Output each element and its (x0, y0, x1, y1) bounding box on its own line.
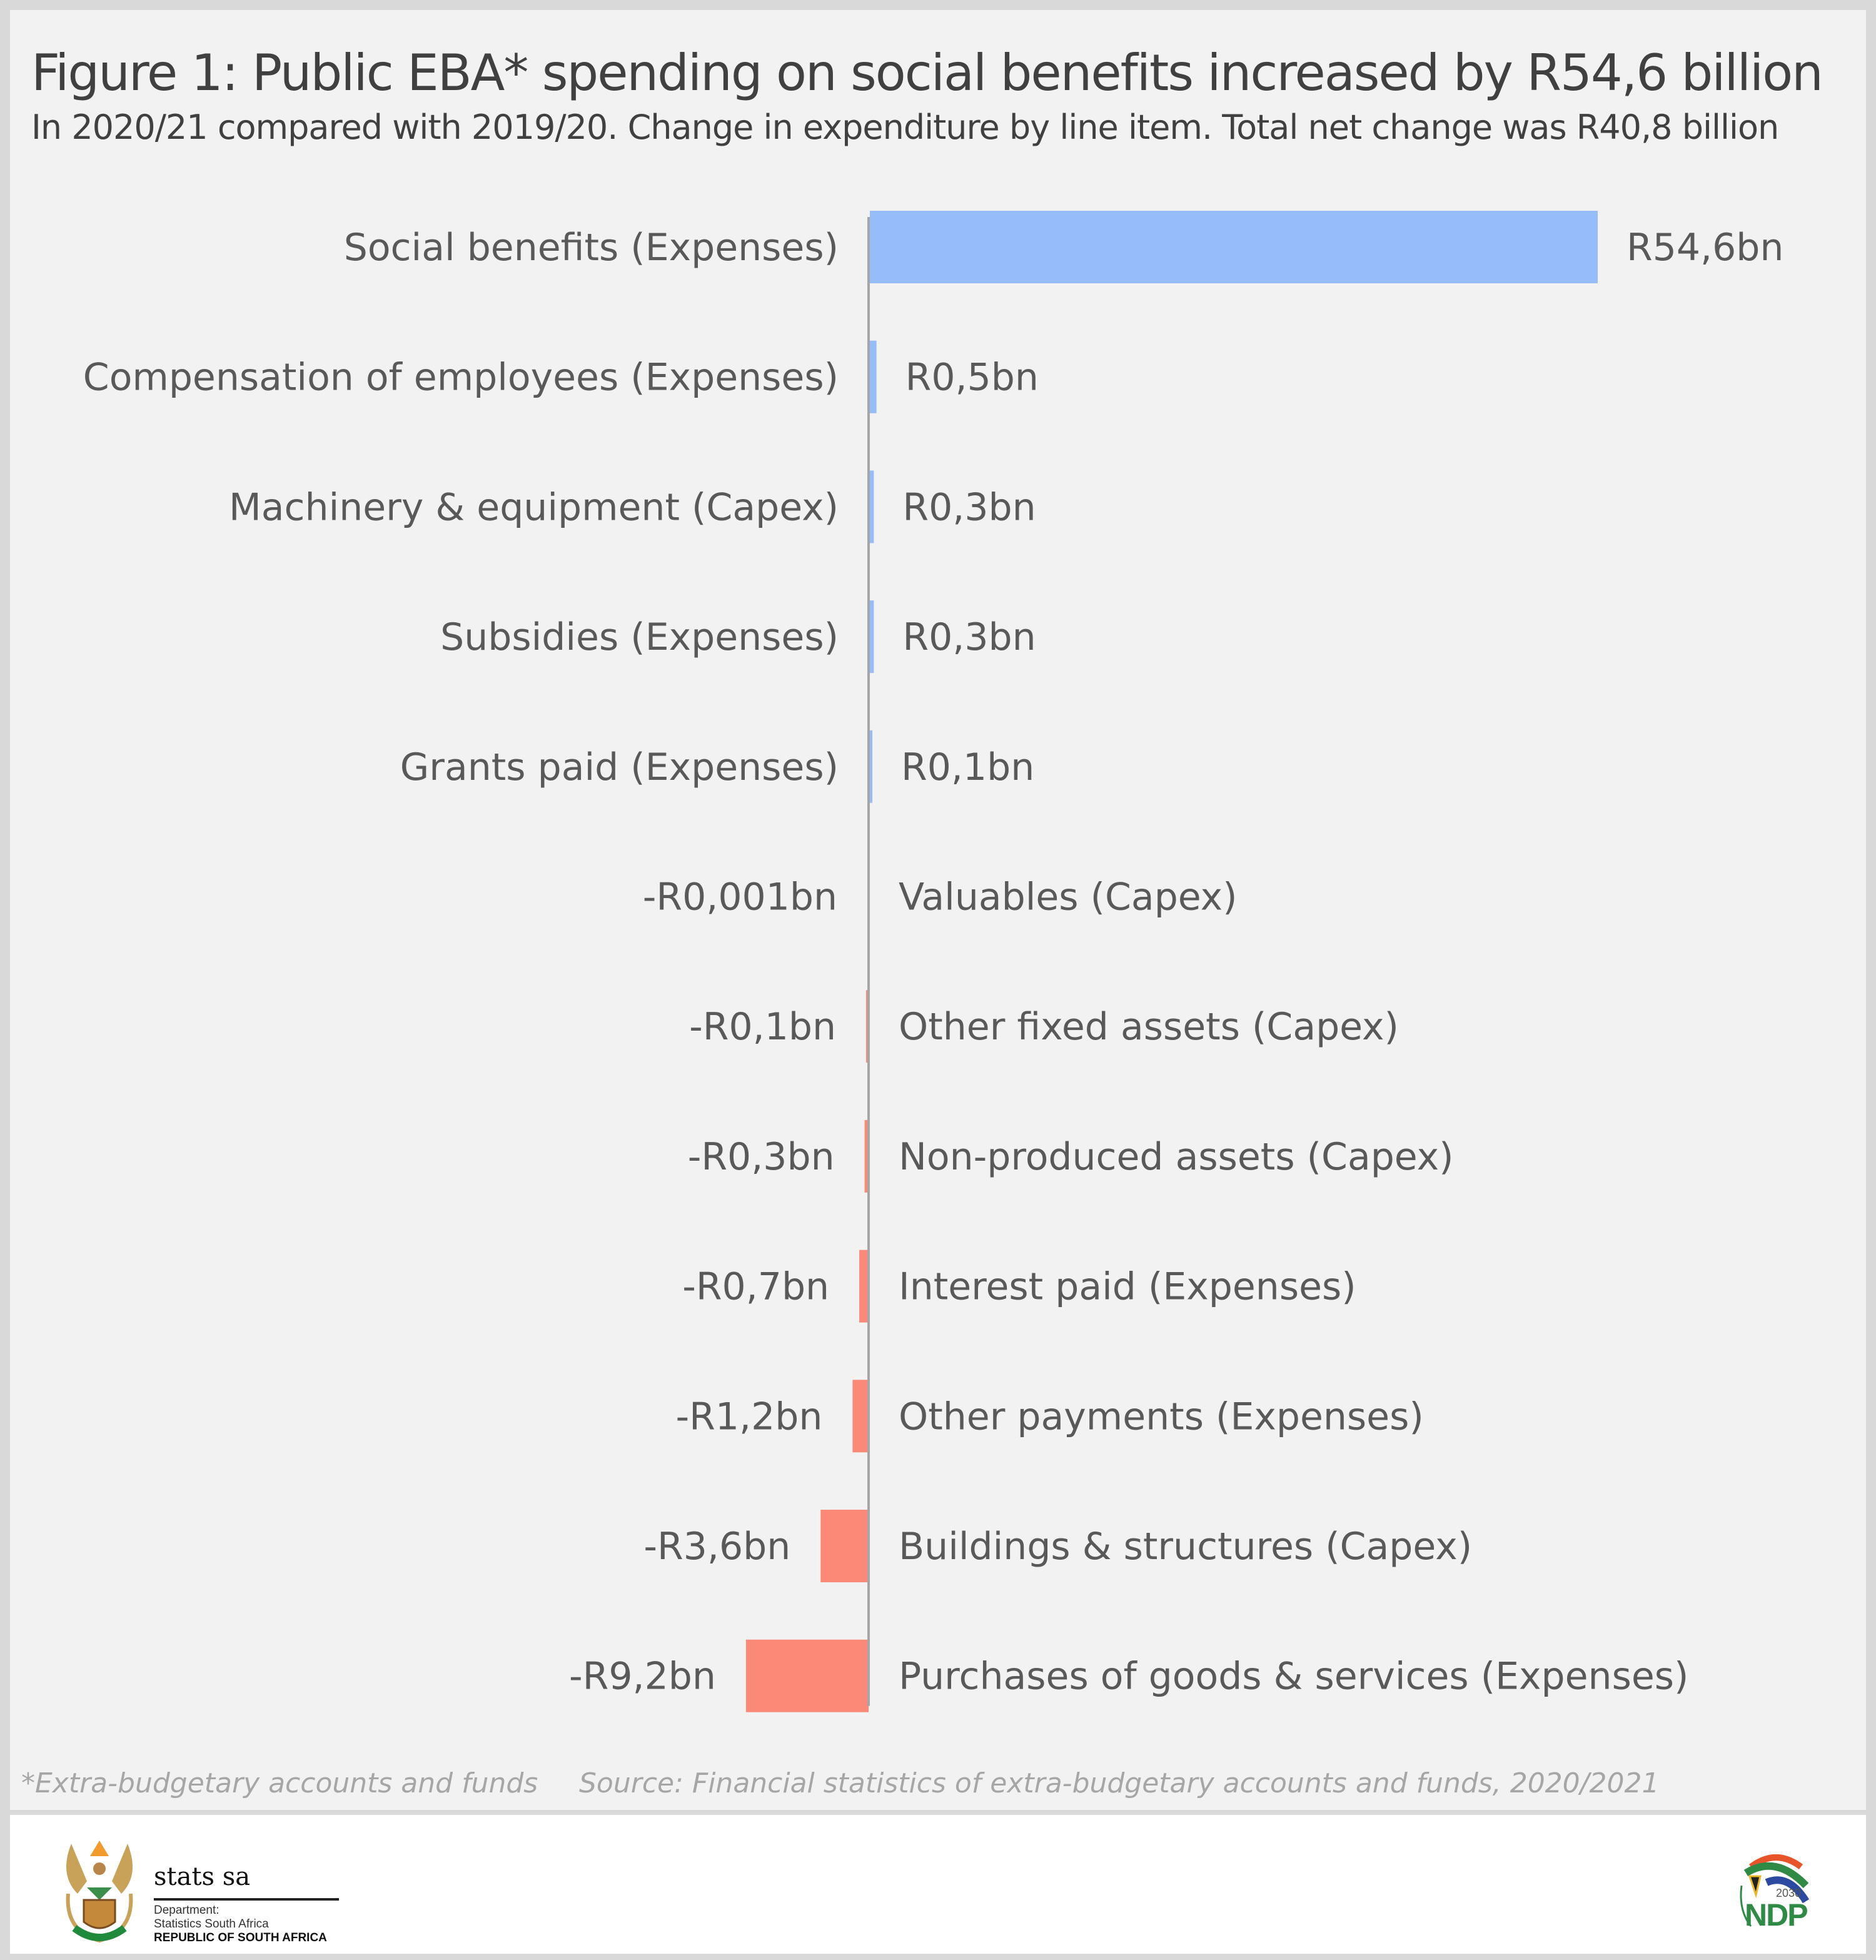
bar (870, 730, 872, 803)
value-label: -R9,2bn (569, 1655, 716, 1699)
bar (870, 211, 1598, 283)
category-label: Grants paid (Expenses) (400, 745, 839, 789)
value-label: R54,6bn (1626, 226, 1783, 270)
value-label: -R0,1bn (689, 1005, 836, 1049)
category-label: Compensation of employees (Expenses) (83, 356, 839, 400)
category-label: Valuables (Capex) (899, 876, 1238, 919)
value-label: R0,1bn (901, 745, 1034, 789)
category-label: Non-produced assets (Capex) (899, 1135, 1454, 1179)
bar (870, 470, 874, 543)
value-label: -R3,6bn (643, 1525, 790, 1569)
value-label: -R1,2bn (676, 1395, 823, 1438)
bar (870, 340, 877, 413)
value-label: -R0,3bn (688, 1135, 835, 1179)
bar (864, 1119, 869, 1193)
statssa-line2: Statistics South Africa (154, 1917, 269, 1931)
category-label: Interest paid (Expenses) (899, 1265, 1356, 1309)
ndp-year: 2030 (1776, 1887, 1802, 1899)
value-label: R0,5bn (905, 356, 1039, 400)
coat-of-arms-icon (66, 1841, 133, 1943)
value-label: R0,3bn (902, 485, 1036, 529)
source-note: Source: Financial statistics of extra-bu… (579, 1767, 1660, 1799)
statssa-rule (154, 1898, 339, 1901)
bar (870, 600, 874, 674)
chart-panel (10, 10, 1866, 1810)
ndp-logo: 2030 NDP (1732, 1848, 1820, 1936)
logo-footer (10, 1815, 1866, 1954)
bar-chart: Social benefits (Expenses) R54,6bn Compens… (83, 211, 1783, 1712)
category-label: Other fixed assets (Capex) (899, 1005, 1399, 1049)
category-label: Subsidies (Expenses) (440, 615, 839, 659)
statssa-line3: REPUBLIC OF SOUTH AFRICA (154, 1931, 327, 1944)
bar (859, 1250, 869, 1323)
ndp-name: NDP (1745, 1897, 1808, 1932)
category-label: Other payments (Expenses) (899, 1395, 1424, 1438)
statssa-line1: Department: (154, 1904, 219, 1917)
value-label: -R0,001bn (643, 876, 837, 919)
bar (820, 1510, 869, 1582)
chart-title: Figure 1: Public EBA* spending on social… (31, 44, 1823, 102)
statssa-name: stats sa (154, 1862, 251, 1891)
ndp-emblem-icon (1740, 1854, 1810, 1927)
bar (852, 1380, 869, 1453)
statssa-logo: stats sa Department: Statistics South Af… (46, 1832, 353, 1951)
category-label: Purchases of goods & services (Expenses) (899, 1655, 1688, 1699)
footnote: *Extra-budgetary accounts and funds (21, 1767, 538, 1799)
category-label: Buildings & structures (Capex) (899, 1525, 1472, 1569)
category-label: Social benefits (Expenses) (344, 226, 839, 270)
chart-subtitle: In 2020/21 compared with 2019/20. Change… (31, 108, 1779, 147)
value-label: R0,3bn (902, 615, 1036, 659)
category-label: Machinery & equipment (Capex) (229, 485, 839, 529)
value-label: -R0,7bn (682, 1265, 829, 1309)
bar (745, 1639, 869, 1712)
